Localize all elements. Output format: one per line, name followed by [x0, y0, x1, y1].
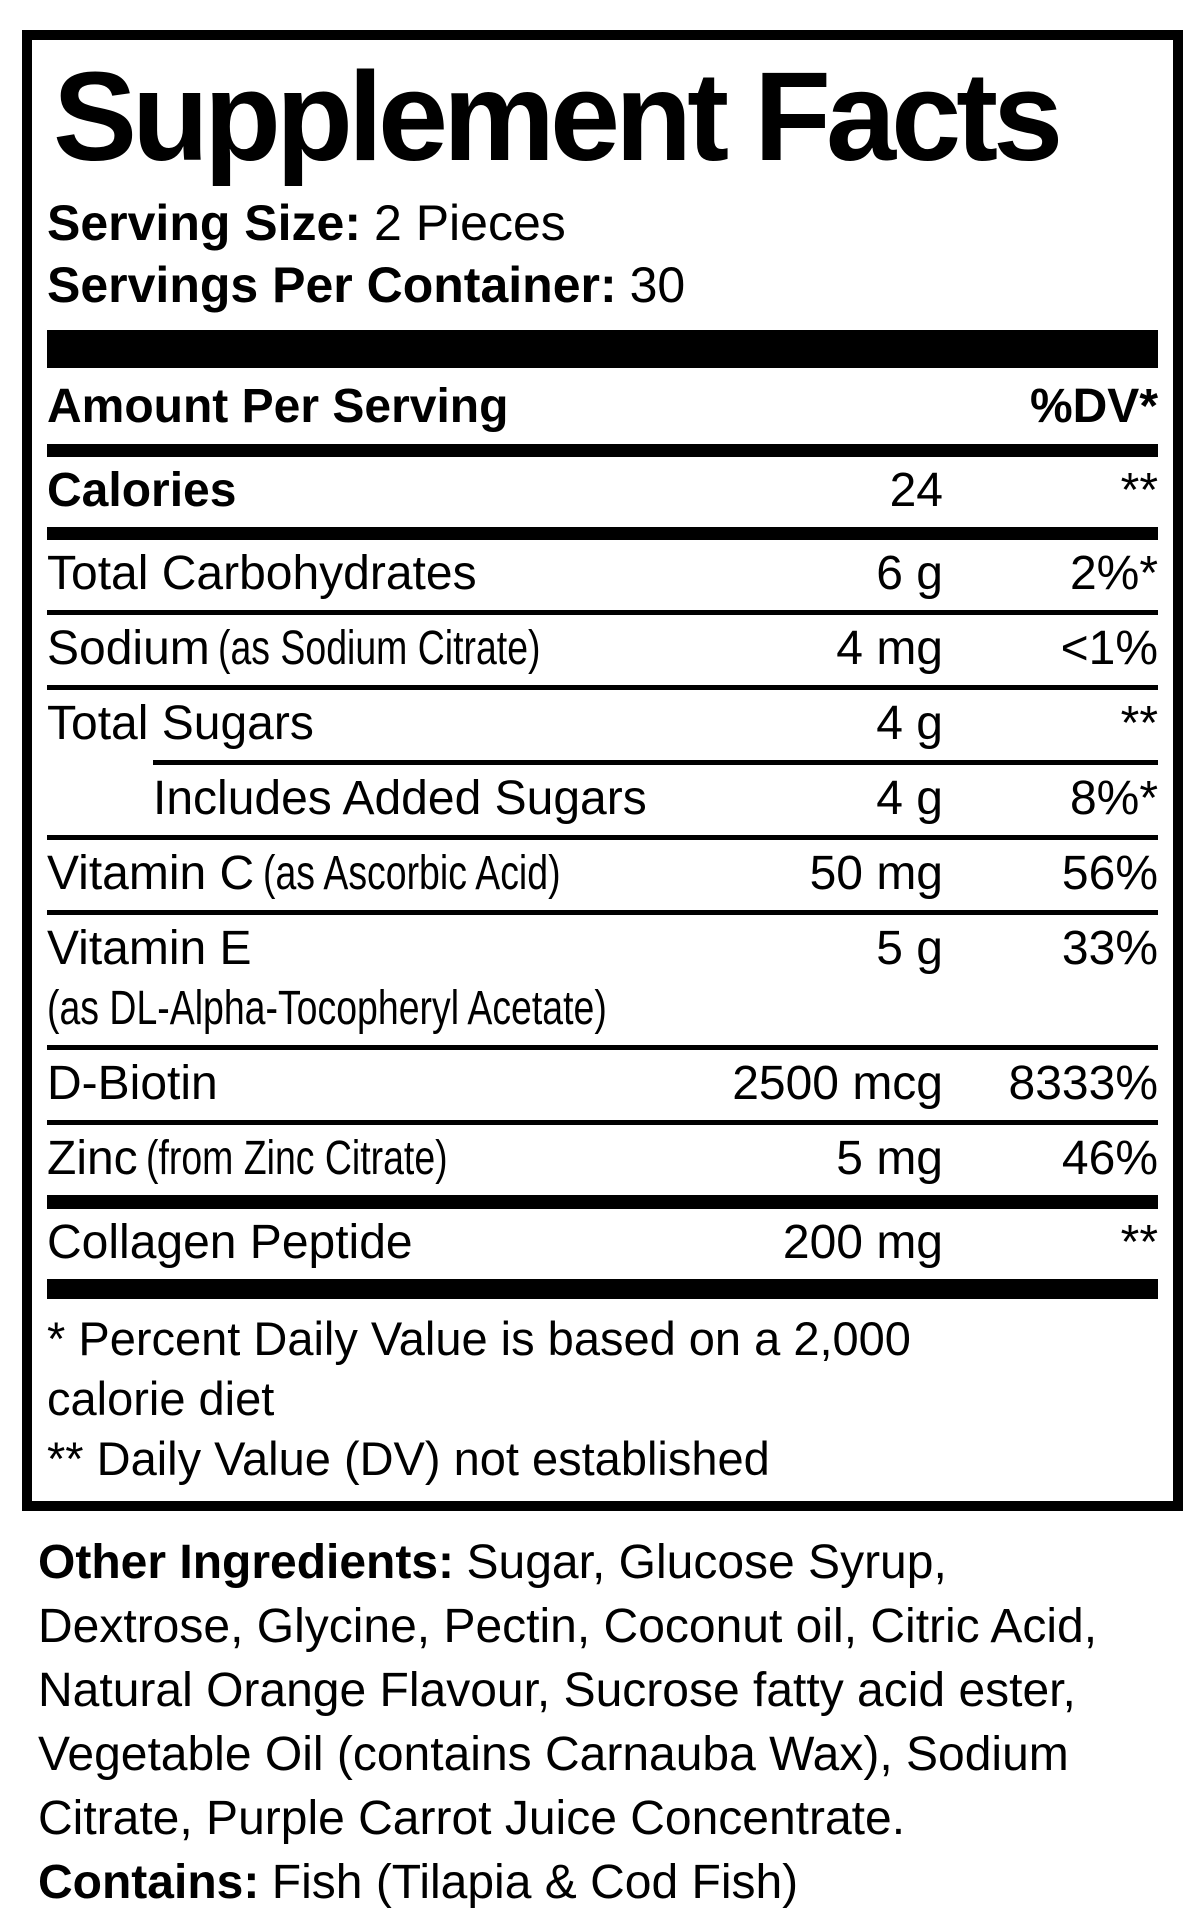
- nutrient-amount: 6 g: [876, 547, 943, 600]
- divider-medium: [47, 527, 1158, 540]
- divider-medium: [47, 1195, 1158, 1209]
- other-ingredients-paragraph: Other Ingredients: Sugar, Glucose Syrup, …: [38, 1531, 1155, 1851]
- divider-hairline: [47, 910, 1158, 915]
- nutrient-dv: 8%*: [1069, 772, 1158, 825]
- divider-heavy-bottom: [47, 1279, 1158, 1299]
- row-vitamin-e: Vitamin E 5 g 33% (as DL-Alpha-Tocophery…: [47, 915, 1158, 1045]
- nutrient-dv: **: [1120, 464, 1158, 517]
- servings-per-container-value: 30: [629, 257, 686, 313]
- dv-header: %DV*: [1029, 380, 1158, 433]
- serving-size-label: Serving Size:: [47, 195, 361, 251]
- nutrient-name: D-Biotin: [47, 1057, 218, 1110]
- nutrient-name: Vitamin C (as Ascorbic Acid): [47, 847, 561, 900]
- footnotes: * Percent Daily Value is based on a 2,00…: [47, 1309, 1027, 1489]
- contains-text: Fish (Tilapia & Cod Fish): [271, 1856, 799, 1909]
- nutrient-name: Calories: [47, 464, 237, 517]
- contains-label: Contains:: [38, 1856, 260, 1909]
- divider-hairline: [47, 1045, 1158, 1050]
- row-vitamin-c: Vitamin C (as Ascorbic Acid) 50 mg 56%: [47, 840, 1158, 910]
- nutrient-dv: 2%*: [1069, 547, 1158, 600]
- row-collagen-peptide: Collagen Peptide 200 mg **: [47, 1209, 1158, 1279]
- below-panel-text: Other Ingredients: Sugar, Glucose Syrup, …: [38, 1531, 1155, 1915]
- panel-title: Supplement Facts: [53, 46, 1063, 187]
- nutrient-name: Total Sugars: [47, 697, 314, 750]
- other-ingredients-text: Sugar, Glucose Syrup, Dextrose, Glycine,…: [38, 1536, 1098, 1845]
- nutrient-dv: **: [1120, 1216, 1158, 1269]
- nutrient-source-note: (as DL-Alpha-Tocopheryl Acetate): [47, 982, 607, 1035]
- divider-medium: [47, 444, 1158, 457]
- divider-hairline-indented: [153, 760, 1158, 765]
- contains-line: Contains: Fish (Tilapia & Cod Fish): [38, 1851, 1155, 1915]
- dv-footnote: * Percent Daily Value is based on a 2,00…: [47, 1312, 911, 1425]
- nutrient-name: Collagen Peptide: [47, 1216, 413, 1269]
- row-zinc: Zinc (from Zinc Citrate) 5 mg 46%: [47, 1125, 1158, 1195]
- nutrient-amount: 5 mg: [836, 1132, 943, 1185]
- nutrient-amount: 24: [889, 464, 943, 517]
- row-sodium: Sodium (as Sodium Citrate) 4 mg <1%: [47, 615, 1158, 685]
- row-d-biotin: D-Biotin 2500 mcg 8333%: [47, 1050, 1158, 1120]
- nutrient-name: Includes Added Sugars: [153, 772, 647, 825]
- nutrient-source-note: (as Ascorbic Acid): [262, 847, 561, 900]
- nutrient-source-note: (from Zinc Citrate): [146, 1132, 448, 1185]
- nutrient-amount: 200 mg: [782, 1216, 943, 1269]
- nutrient-amount: 4 mg: [836, 622, 943, 675]
- nutrient-dv: 8333%: [1008, 1057, 1158, 1110]
- serving-size-line: Serving Size: 2 Pieces: [47, 192, 1158, 254]
- nutrient-dv: 56%: [1061, 847, 1158, 900]
- amount-per-serving-header: Amount Per Serving: [47, 380, 509, 433]
- servings-per-container-line: Servings Per Container: 30: [47, 254, 1158, 316]
- row-calories: Calories 24 **: [47, 457, 1158, 527]
- nutrient-amount: 4 g: [876, 697, 943, 750]
- servings-per-container-label: Servings Per Container:: [47, 257, 617, 313]
- nutrient-dv: 46%: [1061, 1132, 1158, 1185]
- nutrient-amount: 5 g: [876, 922, 943, 975]
- divider-heavy-top: [47, 330, 1158, 368]
- row-includes-added-sugars: Includes Added Sugars 4 g 8%*: [47, 765, 1158, 835]
- nutrient-name: Zinc (from Zinc Citrate): [47, 1132, 448, 1185]
- nutrient-amount: 2500 mcg: [732, 1057, 943, 1110]
- dv-not-established-footnote: ** Daily Value (DV) not established: [47, 1432, 770, 1485]
- divider-hairline: [47, 835, 1158, 840]
- column-header-row: Amount Per Serving %DV*: [47, 368, 1158, 444]
- nutrient-dv: 33%: [1061, 922, 1158, 975]
- other-ingredients-label: Other Ingredients:: [38, 1536, 455, 1589]
- nutrient-dv: **: [1120, 697, 1158, 750]
- divider-hairline: [47, 685, 1158, 690]
- divider-hairline: [47, 610, 1158, 615]
- nutrient-amount: 4 g: [876, 772, 943, 825]
- row-total-sugars: Total Sugars 4 g **: [47, 690, 1158, 760]
- nutrient-dv: <1%: [1060, 622, 1158, 675]
- nutrient-name: Vitamin E: [47, 922, 252, 975]
- serving-size-value: 2 Pieces: [374, 195, 566, 251]
- row-total-carbohydrates: Total Carbohydrates 6 g 2%*: [47, 540, 1158, 610]
- nutrient-source-note: (as Sodium Citrate): [218, 622, 541, 675]
- nutrient-name: Total Carbohydrates: [47, 547, 477, 600]
- supplement-facts-panel: Supplement Facts Serving Size: 2 Pieces S…: [22, 30, 1183, 1511]
- nutrient-name: Sodium (as Sodium Citrate): [47, 622, 541, 675]
- divider-hairline: [47, 1120, 1158, 1125]
- nutrient-amount: 50 mg: [809, 847, 943, 900]
